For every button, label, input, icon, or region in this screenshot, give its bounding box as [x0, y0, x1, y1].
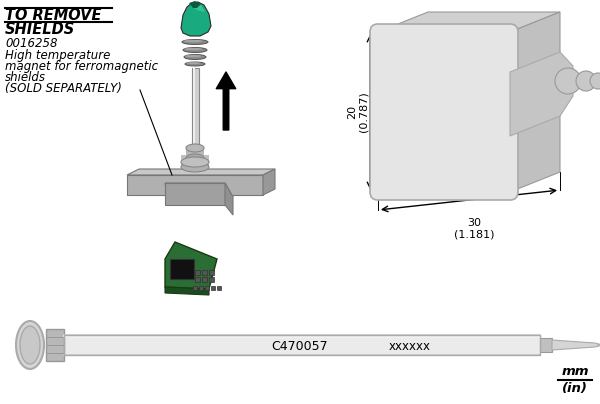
Ellipse shape — [16, 321, 44, 369]
Text: 0016258: 0016258 — [5, 37, 58, 50]
Polygon shape — [127, 169, 275, 175]
FancyBboxPatch shape — [193, 68, 195, 150]
Ellipse shape — [576, 71, 596, 91]
FancyBboxPatch shape — [46, 329, 64, 361]
FancyBboxPatch shape — [181, 155, 209, 167]
Polygon shape — [378, 12, 560, 32]
Ellipse shape — [20, 326, 40, 364]
Polygon shape — [598, 344, 600, 346]
FancyBboxPatch shape — [64, 335, 540, 355]
Bar — [195, 277, 200, 282]
Text: magnet for ferromagnetic: magnet for ferromagnetic — [5, 60, 158, 73]
Text: (SOLD SEPARATELY): (SOLD SEPARATELY) — [5, 82, 122, 95]
Text: SHIELDS: SHIELDS — [5, 22, 75, 37]
Text: TO REMOVE: TO REMOVE — [5, 8, 101, 23]
Ellipse shape — [181, 157, 209, 167]
Ellipse shape — [185, 62, 200, 64]
Text: High temperature: High temperature — [5, 49, 110, 62]
Polygon shape — [225, 183, 233, 215]
FancyBboxPatch shape — [370, 24, 518, 200]
Bar — [209, 277, 214, 282]
Ellipse shape — [555, 68, 581, 94]
Bar — [209, 270, 214, 275]
Ellipse shape — [184, 48, 202, 50]
Bar — [217, 286, 221, 290]
Ellipse shape — [186, 144, 204, 152]
Polygon shape — [189, 1, 201, 8]
Text: C470057: C470057 — [272, 339, 328, 353]
Text: 30
(1.181): 30 (1.181) — [454, 218, 494, 240]
Polygon shape — [165, 242, 217, 289]
Ellipse shape — [183, 48, 207, 53]
Ellipse shape — [185, 62, 205, 66]
Text: mm: mm — [561, 365, 589, 378]
Ellipse shape — [182, 40, 208, 44]
Polygon shape — [510, 12, 560, 192]
Ellipse shape — [181, 162, 209, 172]
Bar — [211, 286, 215, 290]
Polygon shape — [191, 5, 205, 12]
Ellipse shape — [183, 40, 203, 42]
Bar — [202, 277, 207, 282]
Polygon shape — [165, 287, 209, 295]
Polygon shape — [181, 2, 211, 36]
FancyBboxPatch shape — [192, 68, 199, 150]
Text: 20
(0.787): 20 (0.787) — [347, 92, 369, 133]
Ellipse shape — [590, 73, 600, 89]
Bar — [193, 286, 197, 290]
Text: shields: shields — [5, 71, 46, 84]
Polygon shape — [510, 52, 573, 136]
Bar — [199, 286, 203, 290]
Polygon shape — [127, 175, 263, 195]
Polygon shape — [263, 169, 275, 195]
Bar — [202, 270, 207, 275]
Polygon shape — [552, 340, 600, 350]
Text: xxxxxx: xxxxxx — [389, 339, 431, 353]
Polygon shape — [165, 183, 225, 205]
Bar — [205, 286, 209, 290]
Ellipse shape — [186, 154, 204, 162]
Text: (in): (in) — [562, 382, 588, 395]
FancyBboxPatch shape — [170, 259, 194, 279]
FancyBboxPatch shape — [186, 146, 204, 158]
Bar — [195, 270, 200, 275]
Polygon shape — [165, 183, 233, 197]
Ellipse shape — [185, 55, 201, 57]
Ellipse shape — [184, 55, 206, 59]
FancyBboxPatch shape — [540, 338, 552, 352]
